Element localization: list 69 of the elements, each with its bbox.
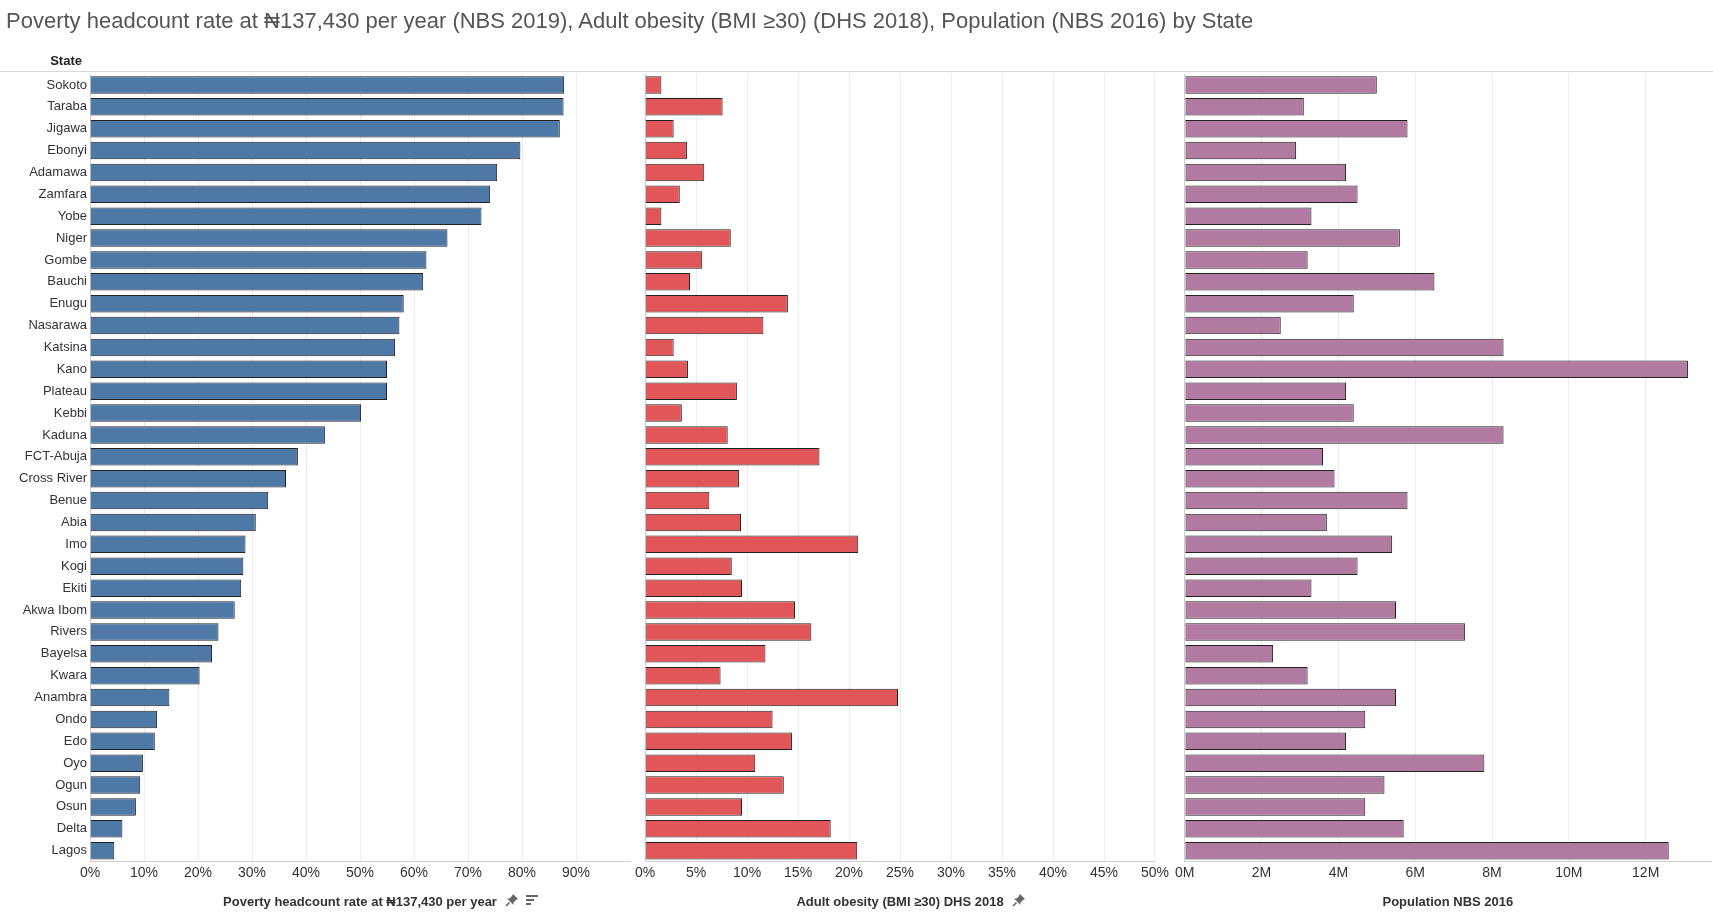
x-tick-label: 90% — [561, 863, 591, 880]
y-tick-label: Nasarawa — [28, 317, 88, 333]
y-tick-label: Akwa Ibom — [22, 601, 87, 617]
x-tick-label: 40% — [1039, 863, 1068, 880]
chart-title: Poverty headcount rate at ₦137,430 per year (NBS 2019), Adult obesity (BMI ≥30) (DHS 2018), Population (NBS 2016) by State — [6, 8, 1254, 34]
y-tick-label: Katsina — [43, 339, 88, 355]
y-tick-label: Imo — [65, 535, 87, 551]
y-tick-label: Kaduna — [42, 426, 88, 442]
x-tick-label: 15% — [784, 863, 813, 880]
y-tick-label: FCT-Abuja — [24, 448, 88, 464]
x-tick-label: 20% — [183, 863, 213, 880]
y-tick-label: Cross River — [19, 470, 88, 486]
y-tick-label: Sokoto — [46, 76, 87, 92]
x-tick-label: 10% — [733, 863, 762, 880]
y-tick-label: Kogi — [60, 557, 88, 573]
y-tick-label: Ebonyi — [47, 142, 88, 158]
x-tick-label: 40% — [291, 863, 321, 880]
x-tick-label: 25% — [886, 863, 915, 880]
x-tick-label: 20% — [835, 863, 864, 880]
x-axis-title: Population NBS 2016 — [1382, 893, 1514, 909]
y-tick-label: Kwara — [50, 667, 88, 683]
y-tick-label: Ekiti — [62, 579, 88, 595]
y-tick-label: Delta — [56, 820, 88, 836]
y-tick-label: Jigawa — [46, 120, 88, 136]
x-tick-label: 0M — [1175, 863, 1195, 880]
y-tick-label: Adamawa — [29, 164, 88, 180]
x-tick-label: 60% — [399, 863, 429, 880]
x-tick-label: 70% — [453, 863, 483, 880]
x-tick-label: 30% — [237, 863, 267, 880]
y-tick-label: Kebbi — [53, 404, 88, 420]
x-tick-label: 5% — [685, 863, 707, 880]
x-tick-label: 35% — [988, 863, 1017, 880]
x-tick-label: 80% — [507, 863, 537, 880]
x-axis-title: Poverty headcount rate at ₦137,430 per year — [223, 893, 497, 909]
x-tick-label: 4M — [1328, 863, 1349, 880]
x-tick-label: 0% — [79, 863, 101, 880]
x-tick-label: 30% — [937, 863, 966, 880]
y-tick-label: Abia — [60, 514, 88, 530]
y-tick-label: Ondo — [55, 710, 87, 726]
y-tick-label: Bauchi — [47, 273, 88, 289]
y-tick-label: Bayelsa — [40, 645, 88, 661]
x-tick-label: 12M — [1632, 863, 1660, 880]
y-tick-label: Osun — [55, 798, 87, 814]
x-tick-label: 6M — [1405, 863, 1425, 880]
y-tick-label: Oyo — [63, 754, 87, 770]
y-tick-label: Zamfara — [38, 185, 88, 201]
x-tick-label: 8M — [1482, 863, 1502, 880]
y-tick-label: Kano — [56, 360, 87, 376]
y-tick-label: Rivers — [50, 623, 88, 639]
x-tick-label: 0% — [635, 863, 656, 880]
y-axis-title: State — [50, 53, 82, 69]
y-tick-label: Plateau — [42, 382, 87, 398]
y-tick-label: Lagos — [51, 842, 88, 858]
x-tick-label: 45% — [1089, 863, 1119, 880]
y-tick-label: Niger — [55, 229, 88, 245]
y-tick-label: Edo — [63, 732, 87, 748]
y-tick-label: Enugu — [49, 295, 87, 311]
x-tick-label: 10M — [1555, 863, 1583, 880]
y-tick-label: Yobe — [57, 207, 87, 223]
x-tick-label: 50% — [345, 863, 375, 880]
x-tick-label: 2M — [1251, 863, 1272, 880]
x-axis-title: Adult obesity (BMI ≥30) DHS 2018 — [796, 893, 1004, 909]
y-tick-label: Gombe — [44, 251, 87, 267]
y-tick-label: Taraba — [47, 98, 88, 114]
x-tick-label: 10% — [129, 863, 159, 880]
y-tick-label: Ogun — [55, 776, 87, 792]
y-tick-label: Benue — [49, 492, 87, 508]
y-tick-label: Anambra — [34, 689, 88, 705]
x-tick-label: 50% — [1140, 863, 1170, 880]
